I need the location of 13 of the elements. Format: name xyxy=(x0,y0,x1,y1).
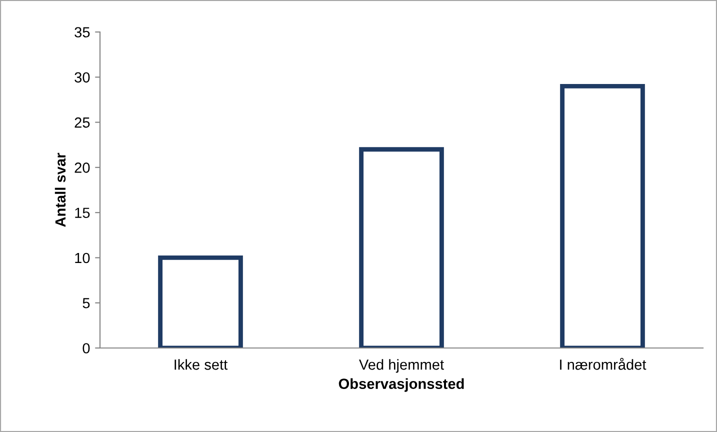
x-tick-label: Ikke sett xyxy=(174,359,228,370)
y-tick-label: 30 xyxy=(74,72,90,83)
y-tick-label: 15 xyxy=(75,208,90,218)
y-tick-label: 5 xyxy=(82,298,90,308)
y-tick-label: 25 xyxy=(74,117,90,128)
x-tick-label: I nærområdet xyxy=(560,358,646,370)
y-tick-label: 20 xyxy=(74,162,90,173)
y-tick-label: 0 xyxy=(82,343,90,354)
y-tick-label: 10 xyxy=(75,252,90,264)
y-tick-label: 35 xyxy=(74,27,90,38)
x-axis-title: Observasjonssted xyxy=(338,378,464,392)
x-tick-label: Ved hjemmet xyxy=(359,359,444,373)
y-axis-title: Antall svar xyxy=(54,152,66,227)
